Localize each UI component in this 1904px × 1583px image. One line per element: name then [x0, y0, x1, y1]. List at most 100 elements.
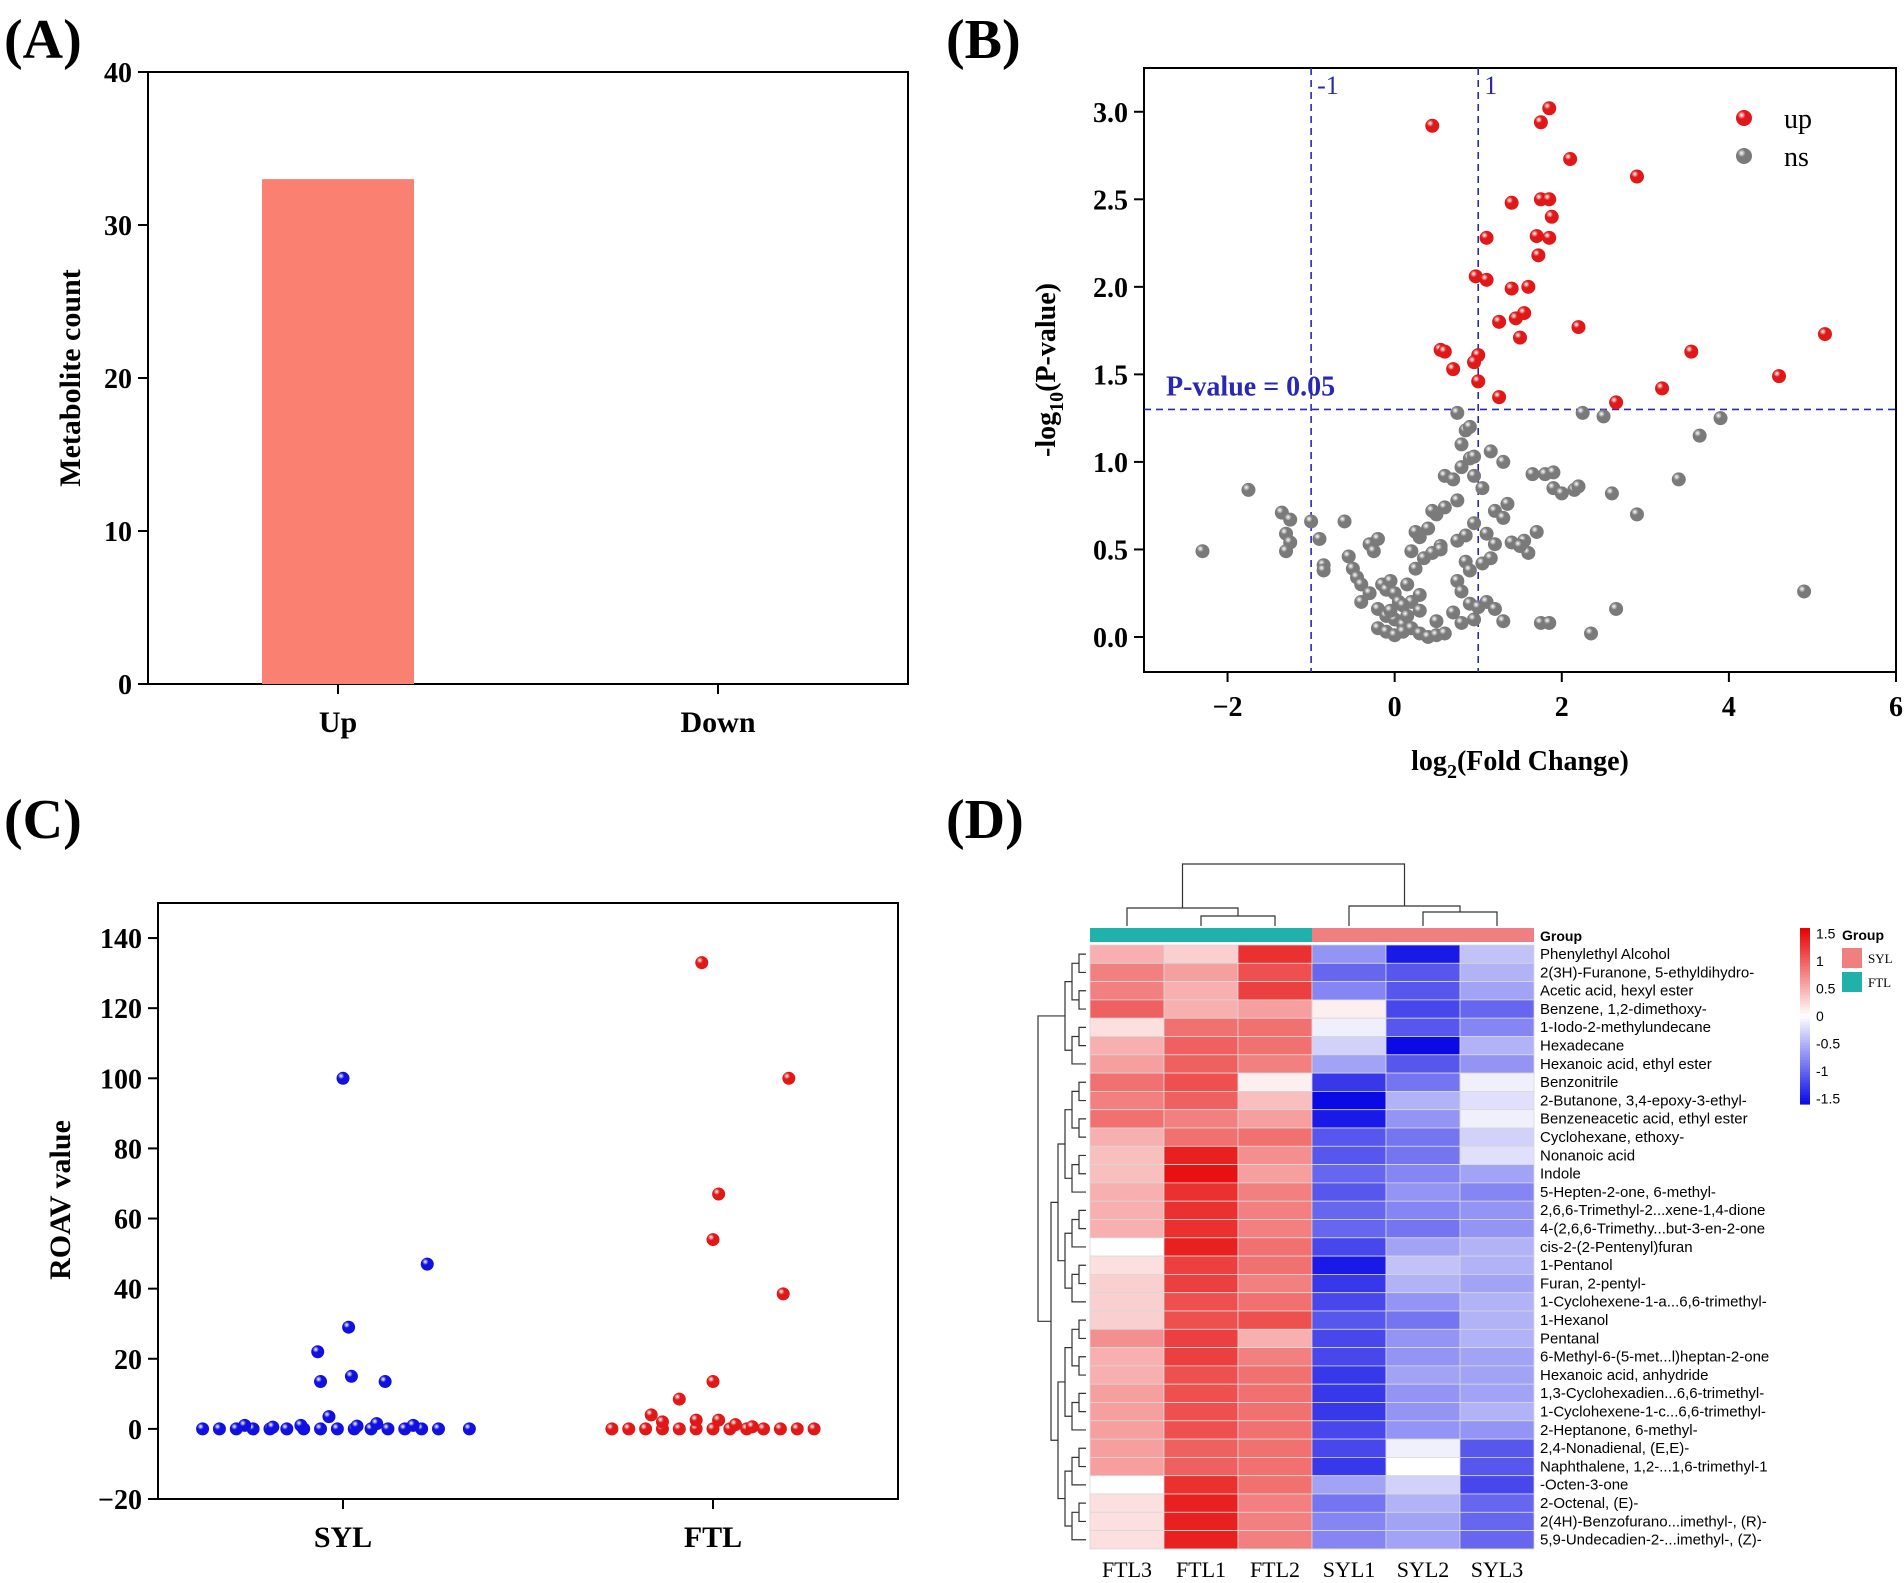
panel-b-frame	[1143, 67, 1897, 673]
heatmap-cell	[1459, 1511, 1535, 1532]
color-scale-tick: -0.5	[1816, 1036, 1840, 1052]
heatmap-row-label: 1-Cyclohexene-1-c...6,6-trimethyl-	[1540, 1404, 1766, 1421]
heatmap-cell	[1163, 1109, 1239, 1129]
point-syl	[212, 1422, 226, 1436]
heatmap-row-label: Benzene, 1,2-dimethoxy-	[1540, 1001, 1707, 1018]
point-syl	[344, 1369, 358, 1383]
heatmap-cell	[1163, 1255, 1239, 1275]
point-ns	[1450, 573, 1465, 588]
point-up	[1504, 195, 1519, 210]
panel-d-letter: (D)	[946, 789, 1024, 851]
heatmap-cell	[1089, 1420, 1165, 1440]
heatmap-cell	[1459, 1255, 1535, 1275]
bar-up	[262, 179, 414, 684]
color-scale-segment	[1800, 936, 1810, 941]
legend-marker-ns	[1736, 148, 1752, 164]
dendrogram-branch	[1078, 1319, 1086, 1340]
legend-marker-up	[1736, 110, 1752, 126]
heatmap-cell	[1089, 981, 1165, 1001]
panel-b-ytick-label: 0.0	[1093, 623, 1128, 654]
panel-b-xtick-label: −2	[1213, 692, 1243, 723]
panel-a-ytick-label: 20	[104, 364, 132, 395]
heatmap-cell	[1163, 1237, 1239, 1257]
color-scale-segment	[1800, 1077, 1810, 1082]
point-syl	[406, 1418, 420, 1432]
heatmap-cell	[1311, 1475, 1387, 1495]
heatmap-cell	[1459, 944, 1535, 964]
heatmap-cell	[1089, 1383, 1165, 1403]
heatmap-cell	[1385, 1274, 1461, 1294]
heatmap-cell	[1089, 1054, 1165, 1074]
point-ns	[1529, 524, 1544, 539]
point-up	[1513, 330, 1527, 345]
point-ns	[1454, 437, 1469, 452]
threshold-hline-label: P-value = 0.05	[1166, 371, 1335, 402]
color-scale-segment	[1800, 974, 1810, 979]
heatmap-cell	[1459, 1237, 1535, 1257]
heatmap-cell	[1237, 1493, 1313, 1513]
heatmap-cell	[1459, 1145, 1535, 1166]
heatmap-cell	[1459, 1365, 1535, 1385]
dendrogram-branch	[1037, 1015, 1065, 1322]
dendrogram-branch	[1422, 911, 1498, 926]
heatmap-cell	[1311, 1457, 1387, 1477]
point-ns	[1513, 538, 1527, 553]
color-scale-segment	[1800, 945, 1810, 950]
panel-c-ytick-label: 120	[100, 994, 142, 1025]
heatmap-row-label: -Octen-3-one	[1540, 1477, 1628, 1494]
heatmap-row-label: 1,3-Cyclohexadien...6,6-trimethyl-	[1540, 1385, 1764, 1402]
heatmap-cell	[1237, 1072, 1313, 1092]
heatmap-cell	[1237, 1475, 1313, 1495]
heatmap-cell	[1089, 1036, 1165, 1056]
heatmap-cell	[1459, 1347, 1535, 1367]
column-dendrogram	[1126, 863, 1498, 926]
heatmap-cell	[1237, 1365, 1313, 1385]
panel-c-ylabel: ROAV value	[44, 1120, 77, 1280]
heatmap-row-label: Benzeneacetic acid, ethyl ester	[1540, 1111, 1748, 1128]
heatmap-col-label: SYL2	[1397, 1557, 1450, 1582]
heatmap-cell	[1089, 1017, 1165, 1037]
heatmap-cell	[1459, 1127, 1535, 1147]
heatmap-cell	[1311, 1036, 1387, 1056]
heatmap-cell	[1237, 1420, 1313, 1440]
point-ns	[1433, 542, 1448, 557]
heatmap-cell	[1311, 1402, 1387, 1422]
point-ns	[1496, 510, 1511, 525]
group-legend-label-ftl: FTL	[1868, 975, 1891, 990]
heatmap-row-label: Hexadecane	[1540, 1038, 1624, 1055]
dendrogram-branch	[1078, 1447, 1086, 1468]
heatmap-row-label: 4-(2,6,6-Trimethy...but-3-en-2-one	[1540, 1221, 1765, 1238]
panel-c-ytick-label: 80	[114, 1134, 142, 1165]
heatmap-cell	[1459, 1072, 1535, 1092]
heatmap-cell	[1163, 1328, 1239, 1349]
heatmap-cell	[1163, 1365, 1239, 1385]
heatmap-cell	[1089, 1292, 1165, 1312]
panel-c-ytick-label: 40	[114, 1275, 142, 1306]
color-scale-segment	[1800, 957, 1810, 961]
point-ftl	[639, 1422, 653, 1436]
heatmap-cell	[1459, 1109, 1535, 1129]
heatmap-cell	[1237, 999, 1313, 1019]
panel-c-xtick-label: SYL	[314, 1521, 372, 1554]
point-up	[1468, 269, 1483, 284]
heatmap-cell	[1089, 1237, 1165, 1257]
panel-a-xtick-label: Down	[680, 706, 755, 739]
point-ns	[1475, 481, 1490, 496]
heatmap-cell	[1089, 1530, 1165, 1550]
heatmap-cell	[1163, 1145, 1239, 1166]
heatmap-cell	[1163, 1420, 1239, 1440]
heatmap-cell	[1385, 1402, 1461, 1422]
point-up	[1425, 118, 1440, 133]
point-ns	[1312, 531, 1327, 546]
point-ns	[1408, 524, 1423, 539]
point-ns	[1279, 544, 1294, 559]
heatmap-cell	[1311, 1237, 1387, 1257]
color-scale-segment	[1800, 1039, 1810, 1043]
heatmap-cell	[1089, 1219, 1165, 1239]
point-ns	[1454, 460, 1469, 475]
panel-a-ytick-label: 10	[104, 517, 132, 548]
color-scale-segment	[1800, 1030, 1810, 1035]
point-up	[1772, 369, 1787, 384]
point-syl	[378, 1375, 392, 1389]
heatmap-cell	[1459, 1493, 1535, 1513]
